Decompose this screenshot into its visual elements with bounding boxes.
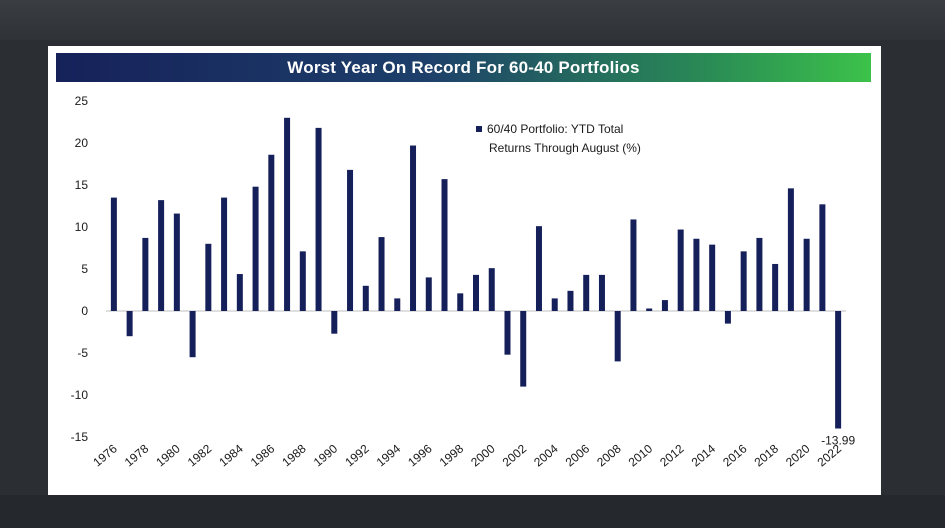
bar-1991 bbox=[347, 169, 354, 311]
x-tick-label: 2010 bbox=[626, 441, 656, 469]
x-tick-label: 1976 bbox=[90, 441, 120, 469]
x-tick-label: 2000 bbox=[468, 441, 498, 469]
bar-1992 bbox=[362, 285, 369, 311]
bar-1976 bbox=[110, 197, 117, 311]
y-tick-label: 0 bbox=[81, 304, 88, 318]
legend-label: Returns Through August (%) bbox=[489, 141, 641, 155]
bar-2021 bbox=[819, 204, 826, 311]
y-tick-label: 20 bbox=[75, 136, 89, 150]
bar-2005 bbox=[567, 290, 574, 311]
bar-2016 bbox=[740, 251, 747, 311]
x-tick-label: 2016 bbox=[720, 441, 750, 469]
bar-2014 bbox=[709, 244, 716, 311]
x-tick-label: 1988 bbox=[279, 441, 309, 469]
y-tick-label: 15 bbox=[75, 178, 89, 192]
x-tick-label: 1992 bbox=[342, 441, 372, 469]
x-tick-label: 2006 bbox=[563, 441, 593, 469]
bar-2009 bbox=[630, 219, 637, 311]
bar-1993 bbox=[378, 237, 385, 311]
bar-2011 bbox=[661, 300, 668, 311]
x-tick-label: 1984 bbox=[216, 441, 246, 469]
bar-1988 bbox=[299, 251, 306, 311]
x-tick-label: 1982 bbox=[185, 441, 215, 469]
bar-2007 bbox=[598, 274, 605, 311]
x-tick-label: 1994 bbox=[374, 441, 404, 469]
bar-1987 bbox=[284, 117, 291, 311]
bar-1980 bbox=[173, 213, 180, 311]
bar-1985 bbox=[252, 186, 259, 311]
chart-card: Worst Year On Record For 60-40 Portfolio… bbox=[48, 46, 881, 495]
bar-2001 bbox=[504, 311, 511, 355]
bar-1983 bbox=[221, 197, 228, 311]
bar-2012 bbox=[677, 229, 684, 311]
y-tick-label: -15 bbox=[71, 430, 89, 444]
x-tick-label: 1996 bbox=[405, 441, 435, 469]
bar-2018 bbox=[772, 263, 779, 311]
y-tick-label: 10 bbox=[75, 220, 89, 234]
y-tick-label: 25 bbox=[75, 94, 89, 108]
x-tick-label: 2012 bbox=[657, 441, 687, 469]
bar-1999 bbox=[473, 274, 479, 311]
bar-2002 bbox=[520, 311, 527, 387]
bar-1990 bbox=[331, 311, 338, 334]
x-tick-label: 1980 bbox=[153, 441, 183, 469]
bar-1998 bbox=[457, 293, 464, 311]
bar-1995 bbox=[410, 145, 417, 311]
x-tick-label: 2008 bbox=[594, 441, 624, 469]
x-tick-label: 2004 bbox=[531, 441, 561, 469]
legend-swatch bbox=[476, 126, 482, 132]
y-tick-label: 5 bbox=[81, 262, 88, 276]
x-tick-label: 2002 bbox=[500, 441, 530, 469]
legend-label: 60/40 Portfolio: YTD Total bbox=[487, 122, 623, 136]
x-tick-label: 1990 bbox=[311, 441, 341, 469]
x-tick-label: 1998 bbox=[437, 441, 467, 469]
x-tick-label: 2020 bbox=[783, 441, 813, 469]
bar-2020 bbox=[803, 238, 810, 311]
background-bottom bbox=[0, 495, 945, 528]
bar-1979 bbox=[158, 200, 165, 311]
bar-1986 bbox=[268, 154, 275, 311]
background-band bbox=[0, 0, 945, 40]
bar-1984 bbox=[236, 274, 243, 311]
bar-2015 bbox=[724, 311, 731, 324]
y-tick-label: -10 bbox=[71, 388, 89, 402]
bar-2008 bbox=[614, 311, 621, 362]
bar-2006 bbox=[583, 274, 590, 311]
bar-2004 bbox=[551, 298, 558, 311]
bar-2017 bbox=[756, 237, 763, 311]
bar-1997 bbox=[441, 179, 448, 311]
bar-2022 bbox=[835, 311, 842, 429]
bar-2000 bbox=[488, 268, 495, 311]
x-tick-label: 2014 bbox=[689, 441, 719, 469]
bar-1982 bbox=[205, 243, 212, 311]
bar-1994 bbox=[394, 298, 401, 311]
bar-2010 bbox=[646, 308, 653, 311]
bar-1989 bbox=[315, 127, 322, 311]
y-tick-label: -5 bbox=[77, 346, 88, 360]
bar-2019 bbox=[787, 188, 794, 311]
x-tick-label: 2018 bbox=[752, 441, 782, 469]
bar-1977 bbox=[126, 311, 133, 337]
chart-title: Worst Year On Record For 60-40 Portfolio… bbox=[56, 53, 871, 82]
bar-2003 bbox=[535, 226, 542, 311]
bar-2013 bbox=[693, 238, 700, 311]
bar-1996 bbox=[425, 277, 432, 311]
bar-1981 bbox=[189, 311, 196, 358]
data-label: -13.99 bbox=[821, 434, 855, 448]
x-tick-label: 1978 bbox=[122, 441, 152, 469]
x-tick-label: 1986 bbox=[248, 441, 278, 469]
bar-1978 bbox=[142, 237, 149, 311]
